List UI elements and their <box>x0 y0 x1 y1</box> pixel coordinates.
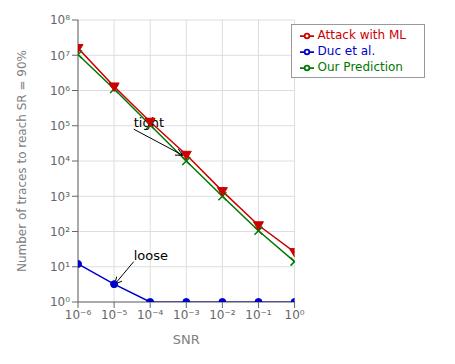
svg-text:SNR: SNR <box>173 332 200 347</box>
svg-text:10⁶: 10⁶ <box>50 84 70 98</box>
svg-text:10¹: 10¹ <box>50 260 70 274</box>
svg-text:10⁻¹: 10⁻¹ <box>245 308 272 322</box>
svg-text:10³: 10³ <box>50 190 70 204</box>
svg-text:10⁻⁶: 10⁻⁶ <box>65 308 92 322</box>
svg-text:10⁻⁵: 10⁻⁵ <box>101 308 128 322</box>
svg-text:10⁰: 10⁰ <box>285 308 305 322</box>
svg-text:10²: 10² <box>50 225 70 239</box>
svg-text:10⁻⁴: 10⁻⁴ <box>137 308 164 322</box>
svg-text:10⁵: 10⁵ <box>50 119 70 133</box>
html-text:Duc et al.: Duc et al. <box>317 44 376 58</box>
svg-text:loose: loose <box>134 248 168 263</box>
html-text:Our Prediction: Our Prediction <box>317 60 403 74</box>
svg-text:10⁷: 10⁷ <box>50 49 70 63</box>
svg-text:10⁰: 10⁰ <box>50 295 70 309</box>
svg-text:10⁻²: 10⁻² <box>209 308 236 322</box>
svg-text:Number of traces to reach SR =: Number of traces to reach SR = 90% <box>15 50 29 272</box>
svg-text:10⁴: 10⁴ <box>50 154 70 168</box>
svg-text:10⁸: 10⁸ <box>50 13 70 27</box>
html-text:Attack with ML: Attack with ML <box>317 28 406 42</box>
svg-text:10⁻³: 10⁻³ <box>173 308 200 322</box>
svg-text:tight: tight <box>134 115 164 130</box>
